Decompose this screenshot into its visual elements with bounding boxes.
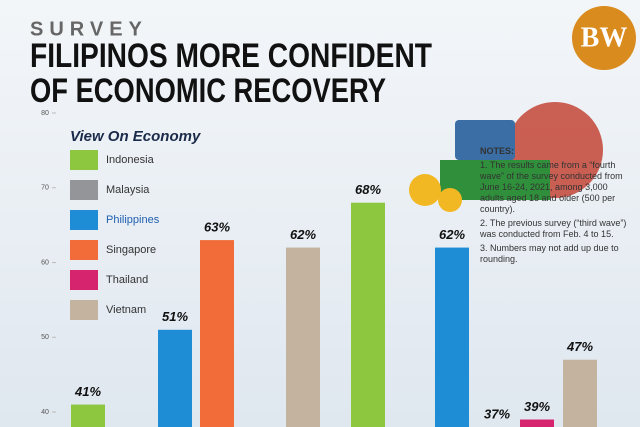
- value-label: 39%: [524, 399, 550, 414]
- illustration: [409, 102, 603, 212]
- y-tick-label: 60: [41, 259, 49, 266]
- bar: [520, 419, 554, 427]
- legend-swatch: [70, 270, 98, 290]
- value-label: 62%: [439, 227, 465, 242]
- title-line: FILIPINOS MORE CONFIDENT: [30, 37, 432, 75]
- notes: NOTES: 1. The results came from a “fourt…: [480, 146, 630, 268]
- legend-label: Singapore: [106, 244, 156, 256]
- legend-label: Philippines: [106, 214, 160, 226]
- kicker: SURVEY: [30, 18, 148, 40]
- y-tick-label: 80: [41, 110, 49, 117]
- legend-label: Vietnam: [106, 304, 146, 316]
- note: 3. Numbers may not add up due to roundin…: [480, 243, 619, 264]
- logo-badge: [572, 6, 636, 70]
- legend-swatch: [70, 240, 98, 260]
- bar: [200, 240, 234, 427]
- note: 2. The previous survey (“third wave”) wa…: [480, 218, 627, 239]
- value-label: 62%: [290, 227, 316, 242]
- legend-swatch: [70, 150, 98, 170]
- logo: BW: [581, 22, 628, 53]
- value-label: 41%: [74, 384, 101, 399]
- title-line: OF ECONOMIC RECOVERY: [30, 72, 386, 110]
- value-label: 63%: [204, 220, 230, 235]
- bar: [563, 359, 597, 427]
- value-label: 51%: [162, 309, 188, 324]
- bar: [158, 329, 192, 427]
- notes-heading: NOTES:: [480, 146, 515, 156]
- note: 1. The results came from a “fourth wave”…: [480, 160, 623, 214]
- y-tick-label: 70: [41, 185, 49, 192]
- legend-label: Indonesia: [106, 154, 155, 166]
- value-label: 37%: [484, 406, 510, 421]
- value-label: 68%: [355, 182, 381, 197]
- y-tick-label: 50: [41, 334, 49, 341]
- bar: [71, 404, 105, 427]
- legend-swatch: [70, 210, 98, 230]
- legend-swatch: [70, 180, 98, 200]
- legend-title: View On Economy: [70, 128, 201, 145]
- legend-label: Thailand: [106, 274, 148, 286]
- legend-swatch: [70, 300, 98, 320]
- value-label: 47%: [566, 339, 593, 354]
- bar: [286, 247, 320, 427]
- legend-label: Malaysia: [106, 184, 150, 196]
- bar: [351, 202, 385, 427]
- bar: [435, 247, 469, 427]
- y-tick-label: 40: [41, 409, 49, 416]
